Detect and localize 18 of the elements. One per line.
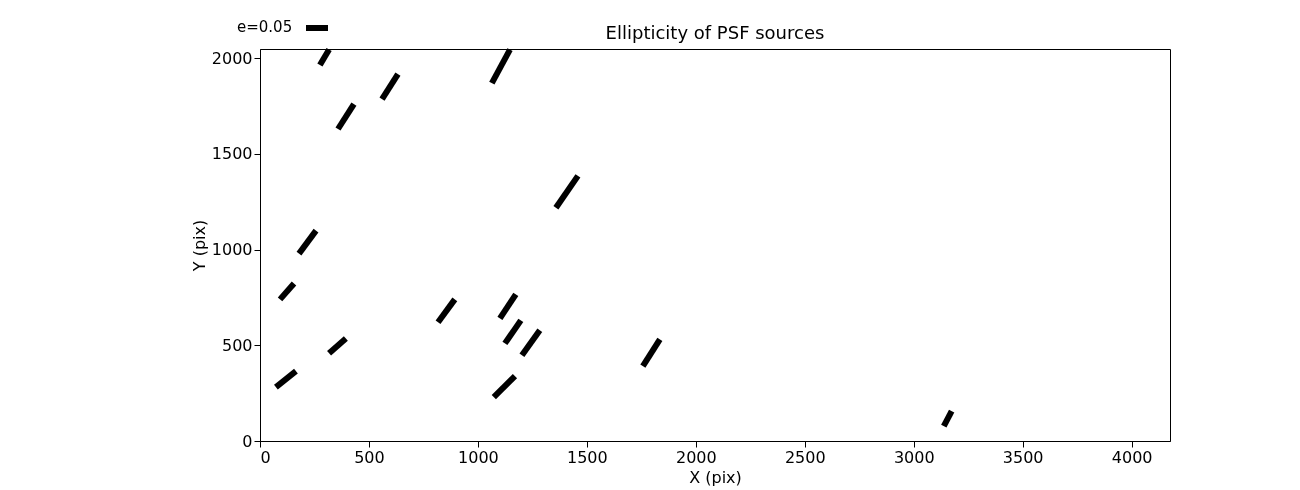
- x-tick-label: 2500: [784, 447, 826, 467]
- y-tick-label: 1000: [211, 240, 253, 260]
- y-tick-label: 500: [221, 335, 253, 355]
- x-tick-label: 4000: [1111, 447, 1153, 467]
- y-tick-label: 1500: [211, 144, 253, 164]
- x-axis-title: X (pix): [689, 467, 742, 487]
- x-tick-label: 500: [354, 447, 385, 467]
- text: e=0.05: [237, 18, 293, 36]
- chart-title: Ellipticity of PSF sources: [605, 21, 825, 43]
- x-tick-label: 0: [260, 447, 271, 467]
- x-tick-label: 2000: [675, 447, 717, 467]
- x-tick-label: 1500: [567, 447, 608, 467]
- x-tick-label: 3500: [1002, 447, 1044, 467]
- x-tick-label: 1000: [458, 447, 499, 467]
- y-tick-label: 2000: [211, 48, 253, 68]
- y-axis-title: Y (pix): [189, 219, 209, 273]
- y-tick-label: 0: [242, 431, 253, 451]
- x-tick-label: 3000: [893, 447, 935, 467]
